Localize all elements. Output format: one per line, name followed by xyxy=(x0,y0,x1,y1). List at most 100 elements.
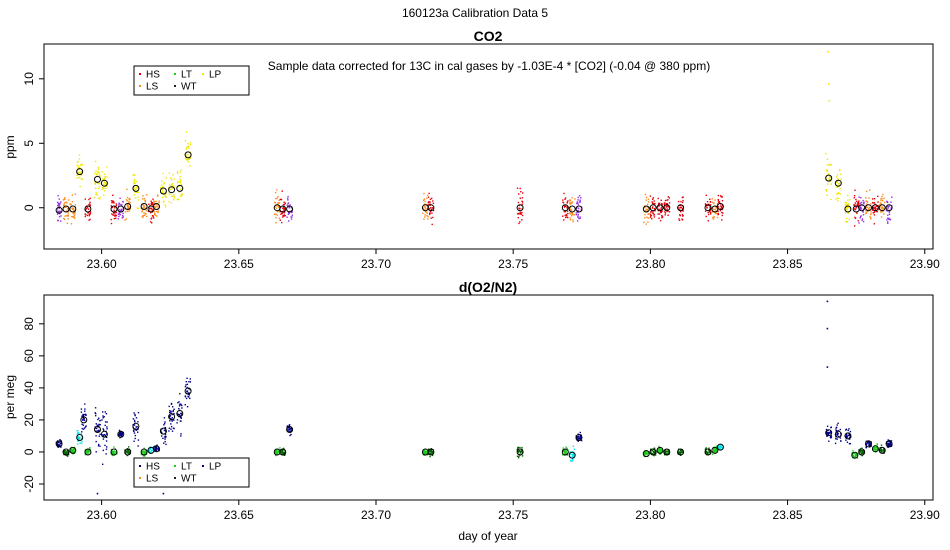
co2-point xyxy=(566,202,568,204)
co2-point xyxy=(57,204,59,207)
co2-point xyxy=(59,210,62,213)
o2n2-cluster xyxy=(871,443,879,453)
co2-point xyxy=(111,202,113,204)
o2n2-point xyxy=(164,433,167,435)
o2n2-point xyxy=(137,411,140,414)
co2-point xyxy=(426,194,429,197)
co2-legend-label: LT xyxy=(181,70,192,81)
co2-point xyxy=(282,216,284,218)
o2n2-point xyxy=(112,452,114,454)
o2n2-point xyxy=(150,449,153,452)
co2-point xyxy=(431,207,434,209)
o2n2-point xyxy=(848,443,851,445)
co2-point xyxy=(127,202,130,204)
o2n2-point xyxy=(658,447,660,449)
co2-point xyxy=(144,201,147,203)
o2n2-point xyxy=(105,433,108,435)
co2-point xyxy=(651,202,654,204)
o2n2-point xyxy=(852,455,855,457)
o2n2-point xyxy=(67,452,69,454)
o2n2-point xyxy=(281,449,284,452)
o2n2-point xyxy=(189,381,192,383)
co2-cluster xyxy=(69,193,77,225)
co2-point xyxy=(858,203,860,205)
co2-point xyxy=(840,173,842,176)
co2-point xyxy=(427,218,429,220)
o2n2-point xyxy=(140,453,143,456)
o2n2-point xyxy=(105,413,108,415)
o2n2-point xyxy=(77,430,79,432)
co2-point xyxy=(667,210,669,212)
co2-point xyxy=(128,200,130,202)
co2-point xyxy=(63,204,65,206)
co2-point xyxy=(874,206,876,209)
co2-point xyxy=(888,211,890,213)
co2-point xyxy=(158,201,160,204)
o2n2-point xyxy=(830,432,832,434)
co2-point xyxy=(863,202,865,205)
o2n2-point xyxy=(720,444,722,447)
o2n2-point xyxy=(834,442,837,445)
co2-point xyxy=(716,216,719,219)
o2n2-point xyxy=(98,435,100,437)
o2n2-point xyxy=(179,415,181,417)
co2-point xyxy=(580,197,582,199)
co2-point xyxy=(717,208,719,210)
o2n2-point xyxy=(104,435,106,437)
o2n2-point xyxy=(172,410,174,413)
co2-point xyxy=(72,212,74,215)
co2-point xyxy=(571,214,573,216)
co2-point xyxy=(569,213,571,215)
co2-point xyxy=(95,170,97,173)
co2-point xyxy=(164,206,167,208)
o2n2-point xyxy=(889,440,891,443)
co2-point xyxy=(869,208,871,210)
co2-point xyxy=(667,196,669,198)
co2-point xyxy=(844,201,847,204)
o2n2-point xyxy=(143,454,146,457)
co2-point xyxy=(113,217,115,220)
co2-point xyxy=(287,211,290,214)
co2-point xyxy=(839,188,841,190)
co2-point xyxy=(120,209,123,212)
co2-point xyxy=(872,198,874,200)
o2n2-point xyxy=(178,405,181,407)
co2-point xyxy=(826,194,828,196)
o2n2-point xyxy=(719,448,721,450)
o2n2-point xyxy=(851,454,854,456)
co2-point xyxy=(60,215,62,217)
o2n2-point xyxy=(432,451,434,453)
co2-point xyxy=(153,205,155,208)
co2-point xyxy=(126,204,129,206)
co2-point xyxy=(825,153,827,155)
co2-point xyxy=(180,184,183,186)
o2n2-point xyxy=(77,438,80,440)
co2-point xyxy=(572,219,574,221)
co2-legend-label: LP xyxy=(209,70,222,81)
o2n2-point xyxy=(71,451,74,453)
o2n2-point xyxy=(67,453,70,456)
o2n2-point xyxy=(659,449,661,451)
co2-point xyxy=(712,207,714,209)
co2-title: CO2 xyxy=(474,28,503,44)
co2-point xyxy=(173,185,175,187)
co2-point xyxy=(827,183,829,185)
o2n2-point xyxy=(180,435,182,437)
co2-point xyxy=(682,214,684,217)
co2-point xyxy=(287,195,289,198)
co2-point xyxy=(85,214,87,216)
co2-mean-marker xyxy=(844,205,852,213)
o2n2-point xyxy=(826,431,828,433)
o2n2-point xyxy=(144,450,147,452)
o2n2-point xyxy=(154,446,157,449)
co2-point xyxy=(875,210,877,212)
co2-point xyxy=(156,215,158,217)
co2-point xyxy=(142,215,144,217)
o2n2-point xyxy=(845,436,847,438)
co2-point xyxy=(577,202,579,204)
o2n2-point xyxy=(573,448,576,450)
o2n2-point xyxy=(168,427,171,429)
co2-point xyxy=(64,218,66,221)
co2-point xyxy=(58,198,60,200)
co2-point xyxy=(829,175,831,178)
